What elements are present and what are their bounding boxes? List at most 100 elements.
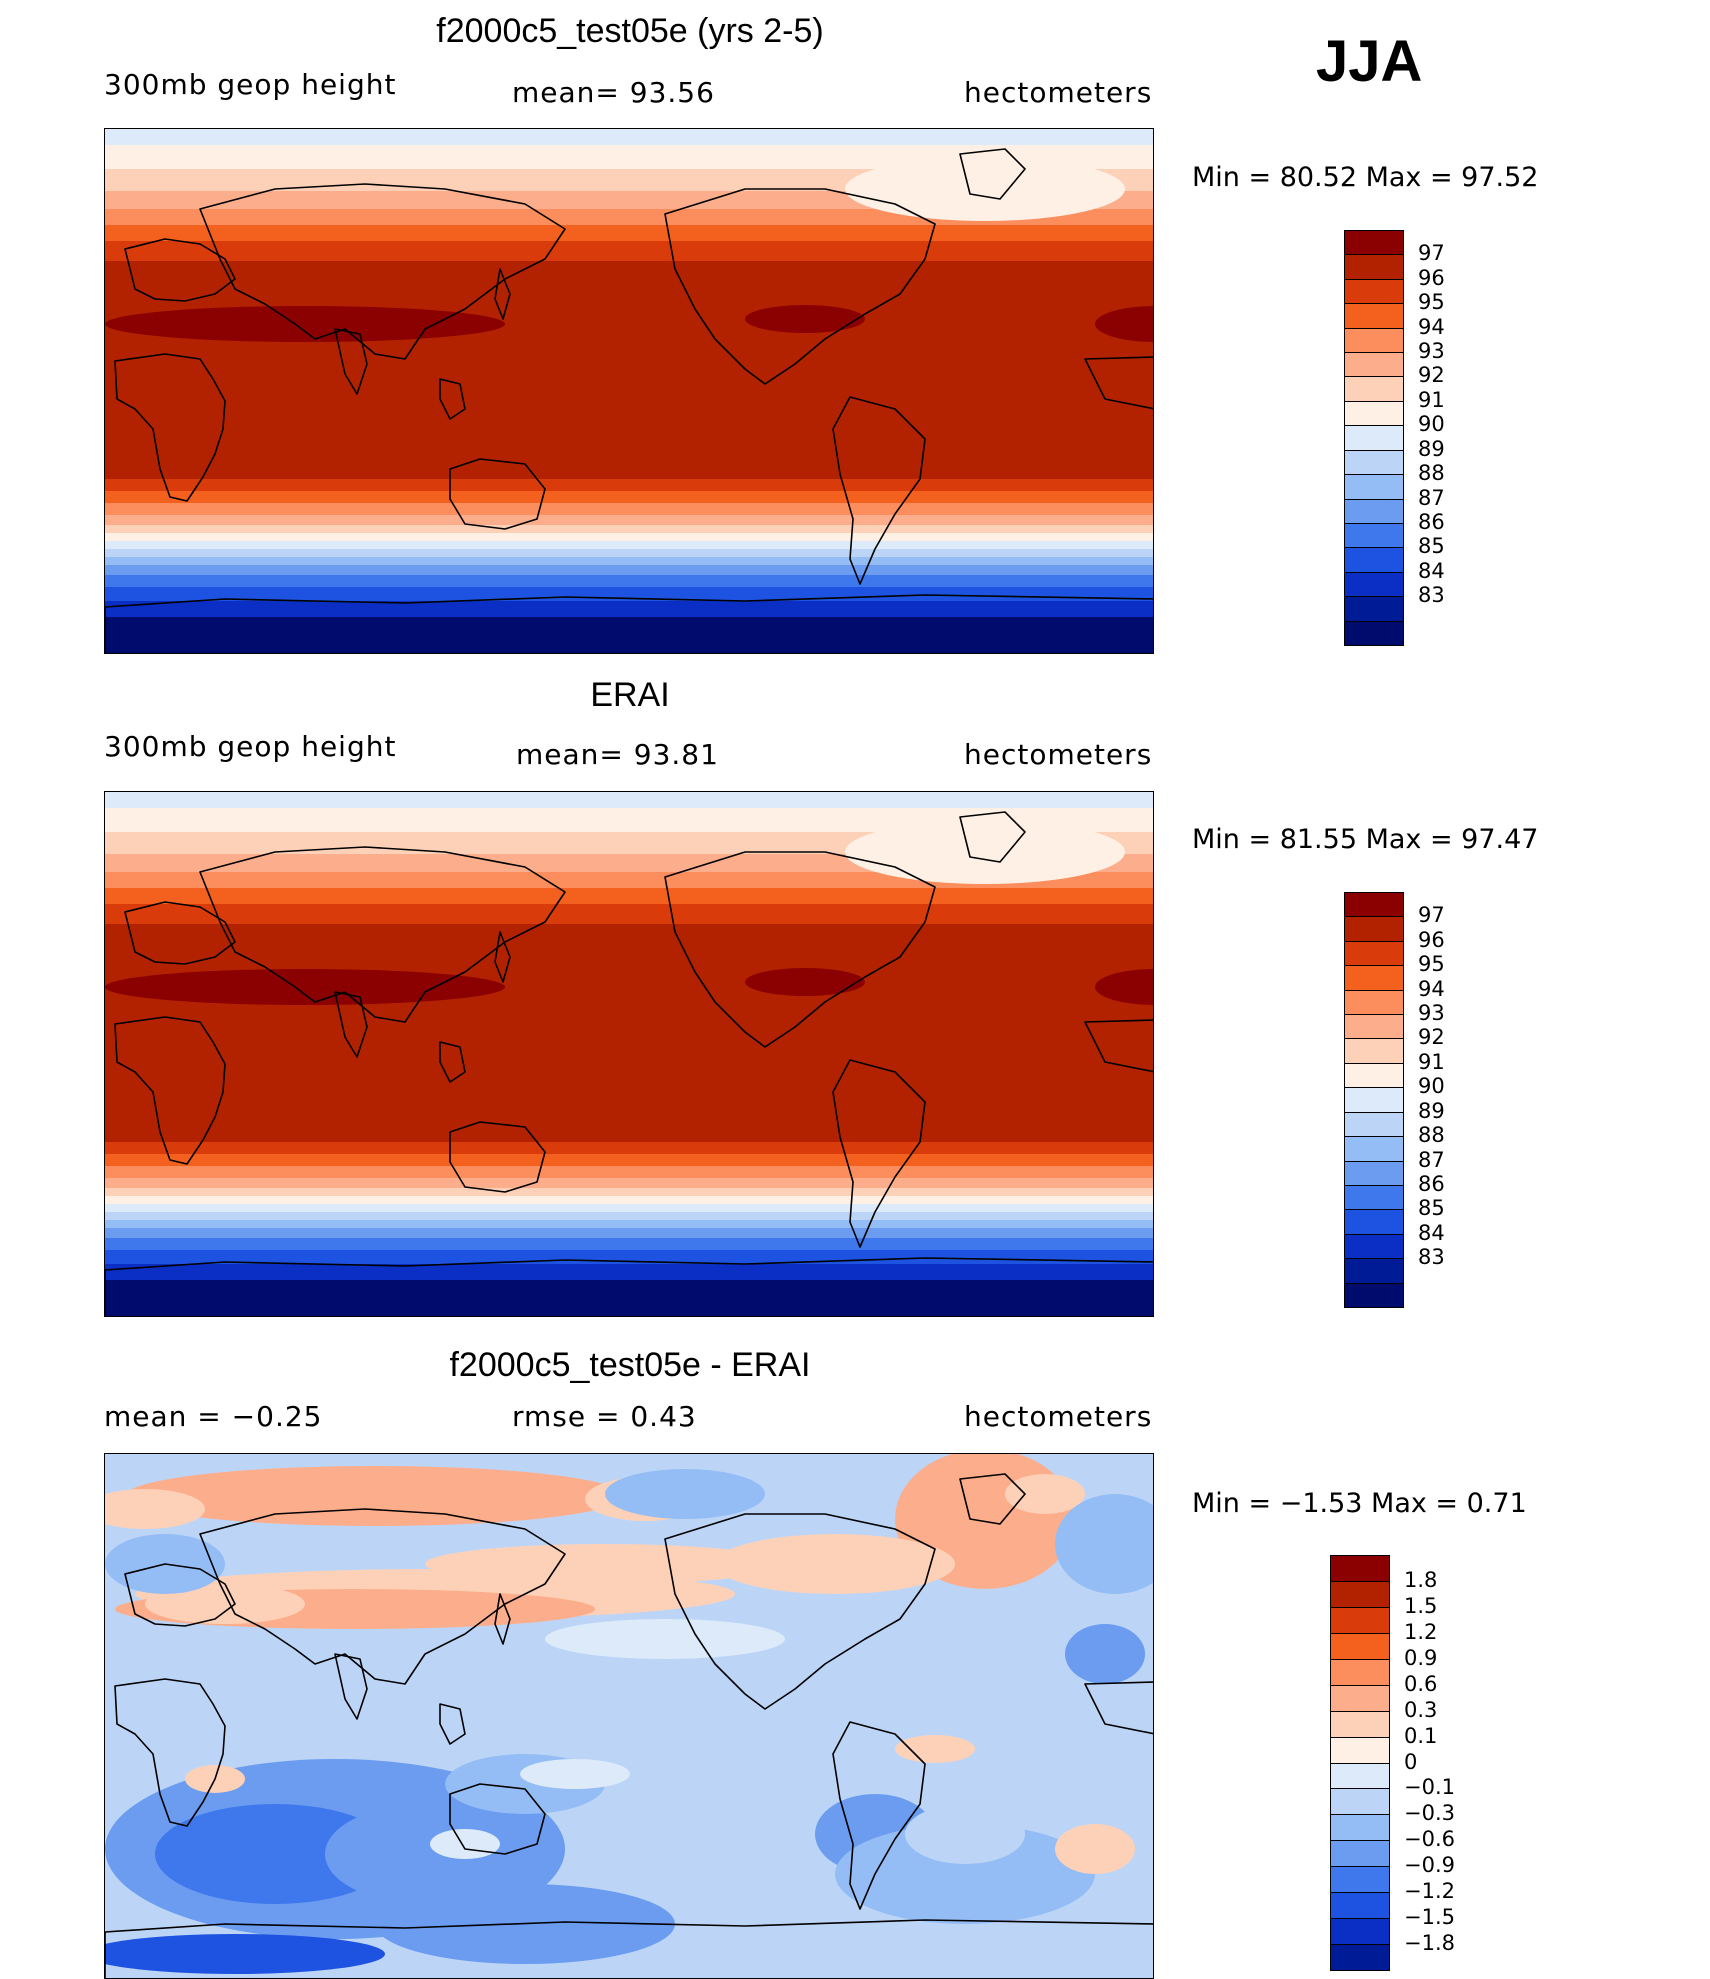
contour-band	[105, 129, 1153, 146]
colorbar-tick-label: 90	[1418, 412, 1445, 437]
colorbar-diff: 1.8 1.5 1.2 0.9 0.6 0.3 0.1 0 −0.1 −0.3 −0.6 −0.9 −1…	[1330, 1555, 1455, 1971]
colorbar-swatch	[1344, 620, 1404, 646]
colorbar-swatch	[1344, 425, 1404, 451]
colorbar-tick-label: 96	[1418, 265, 1445, 290]
colorbar-swatch	[1330, 1944, 1390, 1971]
colorbar-tick-label: 1.5	[1404, 1593, 1438, 1618]
contour-blob	[1055, 1824, 1135, 1874]
colorbar-tick-label: 97	[1418, 241, 1445, 266]
contour-max-blob	[745, 968, 865, 996]
contour-blob	[105, 1934, 385, 1974]
colorbar-tick-label: 92	[1418, 1025, 1445, 1050]
colorbar-swatch	[1344, 571, 1404, 598]
coastline	[105, 1919, 1153, 1978]
colorbar-tick-label: 0.1	[1404, 1723, 1438, 1748]
coastline	[664, 851, 936, 1048]
contour-blob	[425, 1544, 785, 1584]
coastline	[832, 1059, 926, 1248]
colorbar-swatch	[1344, 547, 1404, 573]
colorbar-swatch	[1344, 1014, 1404, 1040]
colorbar-model: 97 96 95 94 93 92 91 90 89 88 87 86 85 84 83	[1344, 230, 1445, 646]
contour-band	[105, 225, 1153, 242]
colorbar-swatch	[1330, 1632, 1390, 1660]
colorbar-tick-label: 93	[1418, 339, 1445, 364]
contour-blob	[430, 1829, 500, 1859]
coastlines	[105, 148, 1153, 653]
contour-blob	[715, 1534, 955, 1594]
contour-band	[105, 557, 1153, 566]
colorbar-swatch	[1344, 254, 1404, 280]
colorbar-tick-label: −1.8	[1404, 1931, 1455, 1956]
contour-max-blob	[1095, 969, 1153, 1005]
colorbar-tick-label: 0.9	[1404, 1645, 1438, 1670]
contour-band	[105, 1280, 1153, 1316]
colorbar-swatch	[1344, 449, 1404, 476]
coastline	[832, 396, 926, 585]
coastline	[439, 1041, 466, 1083]
contour-band	[105, 549, 1153, 558]
colorbar-tick-label: 87	[1418, 1147, 1445, 1172]
colorbar-swatch	[1344, 303, 1404, 329]
coastline	[199, 183, 566, 360]
panel-units-label-diff: hectometers	[964, 1400, 1153, 1433]
contour-blob	[1065, 1624, 1145, 1684]
minmax-obs: Min = 81.55 Max = 97.47	[1192, 824, 1539, 855]
colorbar-swatch	[1344, 1209, 1404, 1235]
contour-band	[105, 1142, 1153, 1155]
coastlines	[105, 1473, 1153, 1978]
colorbar-swatch	[1344, 278, 1404, 305]
colorbar-swatch	[1330, 1788, 1390, 1816]
colorbar-tick-label: 0.6	[1404, 1671, 1438, 1696]
coastline	[439, 378, 466, 420]
coastline	[439, 1703, 466, 1745]
contour-max-blob	[105, 969, 505, 1005]
season-label: JJA	[1316, 29, 1423, 94]
colorbar-tick-label: 97	[1418, 903, 1445, 928]
colorbar-swatch	[1344, 1258, 1404, 1284]
colorbar-swatch	[1344, 1062, 1404, 1089]
colorbar-swatch	[1344, 940, 1404, 967]
colorbar-tick-label: 87	[1418, 485, 1445, 510]
colorbar-tick-label: 94	[1418, 976, 1445, 1001]
coastline	[105, 1257, 1153, 1316]
coastline	[114, 353, 226, 502]
colorbar-tick-label: 86	[1418, 509, 1445, 534]
colorbar-swatch	[1330, 1840, 1390, 1868]
contour-wave	[845, 820, 1125, 884]
contour-band	[105, 587, 1153, 602]
contour-band	[105, 575, 1153, 588]
colorbar-tick-label: 0	[1404, 1749, 1418, 1774]
coastline	[124, 238, 236, 302]
coastline	[199, 1508, 566, 1685]
panel-left-label-model: 300mb geop height	[104, 68, 397, 101]
contour-blob	[105, 1489, 205, 1529]
panel-title-model: f2000c5_test05e (yrs 2-5)	[436, 12, 824, 50]
colorbar-swatch	[1344, 474, 1404, 500]
panel-units-label-obs: hectometers	[964, 738, 1153, 771]
colorbar-tick-label: 88	[1418, 1123, 1445, 1148]
contour-blob	[835, 1824, 1095, 1924]
contour-band	[105, 601, 1153, 618]
contour-band	[105, 1264, 1153, 1281]
colorbar-tick-label: 1.8	[1404, 1567, 1438, 1592]
colorbar-swatch	[1330, 1892, 1390, 1920]
contour-band	[105, 525, 1153, 534]
colorbar-tick-label: 86	[1418, 1171, 1445, 1196]
contour-band	[105, 1220, 1153, 1229]
colorbar-swatch	[1344, 522, 1404, 549]
coastline	[959, 1473, 1026, 1525]
colorbar-tick-label: 1.2	[1404, 1619, 1438, 1644]
colorbar-swatch	[1344, 327, 1404, 354]
colorbar-tick-label: 83	[1418, 1245, 1445, 1270]
coastline	[1084, 356, 1153, 410]
colorbar-swatch	[1344, 1282, 1404, 1308]
colorbar-swatch	[1344, 1184, 1404, 1211]
colorbar-swatch	[1344, 400, 1404, 427]
colorbar-tick-label: −0.9	[1404, 1853, 1455, 1878]
coastline	[114, 1016, 226, 1165]
coastline	[959, 148, 1026, 200]
contour-band	[105, 565, 1153, 576]
colorbar-tick-label: 94	[1418, 314, 1445, 339]
colorbar-swatch	[1330, 1580, 1390, 1608]
colorbar-tick-label: 0.3	[1404, 1697, 1438, 1722]
